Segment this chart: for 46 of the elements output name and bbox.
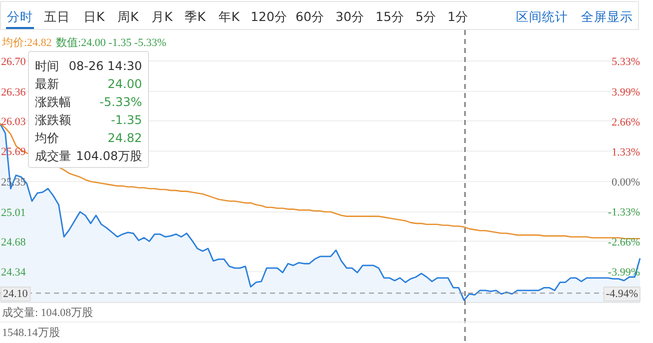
y-tick-label: 26.36 [1, 86, 26, 98]
text: 季K [184, 9, 206, 24]
y2-tick-label: -1.33% [608, 206, 640, 219]
text: 区间统计 [516, 9, 568, 24]
text: 15分 [376, 9, 404, 24]
text: 60分 [296, 9, 324, 24]
y2-tick-label: 5.33% [612, 56, 640, 68]
annotation: -1.35 [110, 113, 142, 127]
annotation: 24.00 [108, 77, 142, 91]
y2-tick-label: 2.66% [612, 116, 640, 128]
text: 年K [218, 9, 240, 24]
annotation: -5.33% [100, 95, 142, 109]
y2-tick-label: 0.00% [612, 176, 640, 188]
text: 成交量: 104.08万股 [2, 306, 94, 319]
annotation: 成交量 [35, 149, 71, 163]
text: 全屏显示 [581, 9, 633, 24]
y-tick-label: 24.68 [1, 236, 26, 248]
y-tick-label: 26.70 [1, 56, 26, 68]
text: 分时 [7, 9, 33, 24]
annotation: 涨跌幅 [35, 95, 71, 109]
y2-tick-label: 1.33% [612, 146, 640, 158]
ref-line-label: 24.10 [3, 288, 28, 300]
text: 120分 [250, 9, 288, 24]
text: 30分 [336, 9, 364, 24]
y2-tick-label: -2.66% [608, 236, 640, 249]
annotation: 最新 [35, 77, 59, 91]
annotation: 时间 [35, 59, 59, 73]
text: 数值:24.00 -1.35 -5.33% [56, 37, 166, 49]
annotation: 24.82 [108, 131, 142, 145]
text: 1548.14万股 [2, 327, 60, 339]
text: 日K [83, 9, 106, 24]
y-tick-label: 26.03 [1, 116, 26, 128]
text: 1分 [448, 9, 468, 24]
text: 月K [151, 9, 174, 24]
annotation: -4.94% [606, 288, 638, 300]
text: 5分 [416, 9, 436, 24]
text: 周K [117, 9, 140, 24]
y2-tick-label: 3.99% [612, 86, 640, 98]
annotation: 104.08万股 [76, 149, 142, 163]
annotation: 08-26 14:30 [68, 59, 142, 73]
annotation: 涨跌额 [35, 113, 71, 127]
text: 五日 [44, 9, 70, 24]
y-tick-label: 24.34 [1, 266, 26, 279]
y-tick-label: 25.01 [1, 206, 26, 219]
annotation: 均价 [34, 131, 59, 145]
text: 均价:24.82 [1, 37, 52, 49]
